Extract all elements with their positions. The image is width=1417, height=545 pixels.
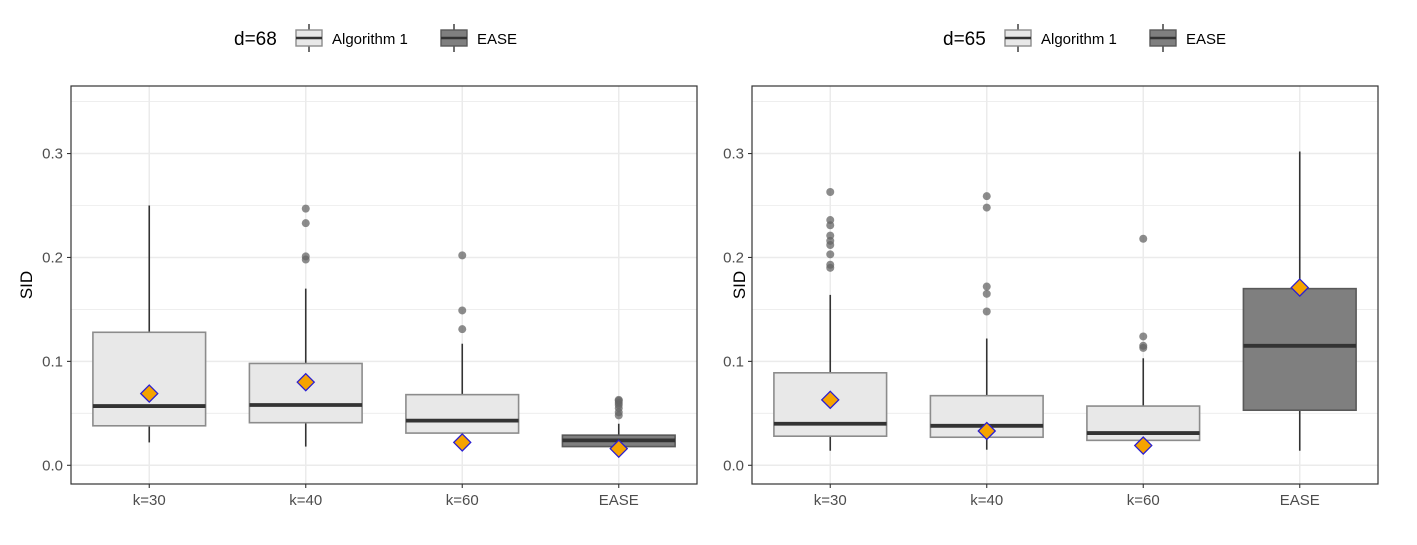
panel-2-legend-key-2 xyxy=(1149,24,1177,52)
panel-1-box-3-outlier-3 xyxy=(458,251,467,260)
panel-2-ytick-label-3: 0.3 xyxy=(723,146,744,163)
panel-2-xtick-label-1: k=40 xyxy=(970,492,1003,509)
panel-2-box-4 xyxy=(1242,151,1357,451)
panel-2-box-3-outlier-2 xyxy=(1139,341,1148,350)
panel-1-ytick-label-0: 0.0 xyxy=(42,457,63,474)
panel-2-box-1-mean-marker xyxy=(820,390,840,410)
panel-1-box-2-outlier-3 xyxy=(301,219,310,228)
panel-1-ytick-label-3: 0.3 xyxy=(42,146,63,163)
panel-2-box-1-outlier-6 xyxy=(826,231,835,240)
panel-2-box-1-outlier-8 xyxy=(826,216,835,225)
panel-2-box-1-outlier-9 xyxy=(826,187,835,196)
panel-2-legend-label-2: EASE xyxy=(1186,31,1226,48)
panel-2-box-2-outlier-2 xyxy=(982,289,991,298)
panel-2-border xyxy=(751,85,1379,485)
panel-2: 0.0 0.1 0.2 0.3 k=30 k=40 k=60 EASE SID d=65 Algor… xyxy=(723,24,1379,509)
panel-2-box-3-outlier-4 xyxy=(1139,234,1148,243)
panel-2-box-3 xyxy=(1086,234,1201,455)
panel-2-box-3-outlier-3 xyxy=(1139,332,1148,341)
panel-2-box-2-outlier-4 xyxy=(982,203,991,212)
panel-2-box-2 xyxy=(929,192,1044,450)
panel-1-box-3-iqr xyxy=(405,393,520,434)
panel-1-box-3-outlier-2 xyxy=(458,306,467,315)
panel-1-box-2-iqr xyxy=(248,362,363,424)
panel-1-legend: d=68 Algorithm 1 EASE xyxy=(234,24,517,52)
panel-2-box-3-iqr xyxy=(1086,405,1201,442)
panel-1-box-2 xyxy=(248,204,363,447)
panel-1-box-3-outlier-1 xyxy=(458,325,467,334)
panel-2-legend-label-1: Algorithm 1 xyxy=(1041,31,1117,48)
panel-1-box-4-mean-marker xyxy=(609,439,629,459)
panel-2-ytick-label-0: 0.0 xyxy=(723,457,744,474)
panel-1-ytick-label-2: 0.2 xyxy=(42,249,63,266)
panel-1-xtick-label-3: EASE xyxy=(599,492,639,509)
panel-2-box-2-outlier-3 xyxy=(982,282,991,291)
panel-1-legend-title: d=68 xyxy=(234,29,277,50)
panel-1-legend-label-1: Algorithm 1 xyxy=(332,31,408,48)
panel-2-xtick-label-3: EASE xyxy=(1280,492,1320,509)
panel-1-box-1-mean-marker xyxy=(139,384,159,404)
panel-1-box-1 xyxy=(92,205,207,443)
panel-2-box-2-outlier-5 xyxy=(982,192,991,201)
panel-1-ytick-label-1: 0.1 xyxy=(42,353,63,370)
panel-2-box-2-outlier-1 xyxy=(982,307,991,316)
panel-1-xtick-label-2: k=60 xyxy=(446,492,479,509)
panel-2-legend: d=65 Algorithm 1 EASE xyxy=(943,24,1226,52)
panel-1-legend-key-1 xyxy=(295,24,323,52)
panel-1: 0.0 0.1 0.2 0.3 k=30 k=40 k=60 EASE SID d=68 Algor… xyxy=(17,24,698,509)
panel-1-box-1-iqr xyxy=(92,331,207,427)
panel-1-legend-key-2 xyxy=(440,24,468,52)
panel-1-ylabel: SID xyxy=(17,271,36,299)
panel-1-box-2-mean-marker xyxy=(296,372,316,392)
panel-1-box-3 xyxy=(405,251,520,452)
panel-2-box-4-mean-marker xyxy=(1290,278,1310,298)
panel-1-border xyxy=(70,85,698,485)
panel-2-xtick-label-0: k=30 xyxy=(814,492,847,509)
panel-1-box-3-mean-marker xyxy=(452,433,472,452)
panel-2-box-1 xyxy=(773,187,888,451)
panel-1-legend-label-2: EASE xyxy=(477,31,517,48)
panel-1-xtick-label-0: k=30 xyxy=(133,492,166,509)
panel-2-ylabel: SID xyxy=(730,271,749,299)
panel-2-legend-key-1 xyxy=(1004,24,1032,52)
panel-2-box-1-outlier-3 xyxy=(826,250,835,259)
panel-2-ytick-label-2: 0.2 xyxy=(723,249,744,266)
panel-2-box-3-mean-marker xyxy=(1133,436,1153,455)
panel-2-box-4-iqr xyxy=(1242,287,1357,412)
panel-2-xtick-label-2: k=60 xyxy=(1127,492,1160,509)
panel-1-box-2-outlier-2 xyxy=(301,252,310,261)
panel-1-xtick-label-1: k=40 xyxy=(289,492,322,509)
panel-1-box-4-outlier-7 xyxy=(614,395,623,404)
panel-2-box-2-mean-marker xyxy=(977,421,997,441)
panel-1-box-2-outlier-4 xyxy=(301,204,310,213)
panel-2-legend-title: d=65 xyxy=(943,29,986,50)
panel-2-ytick-label-1: 0.1 xyxy=(723,353,744,370)
panel-1-box-4 xyxy=(561,395,676,459)
panel-2-box-1-outlier-2 xyxy=(826,260,835,269)
